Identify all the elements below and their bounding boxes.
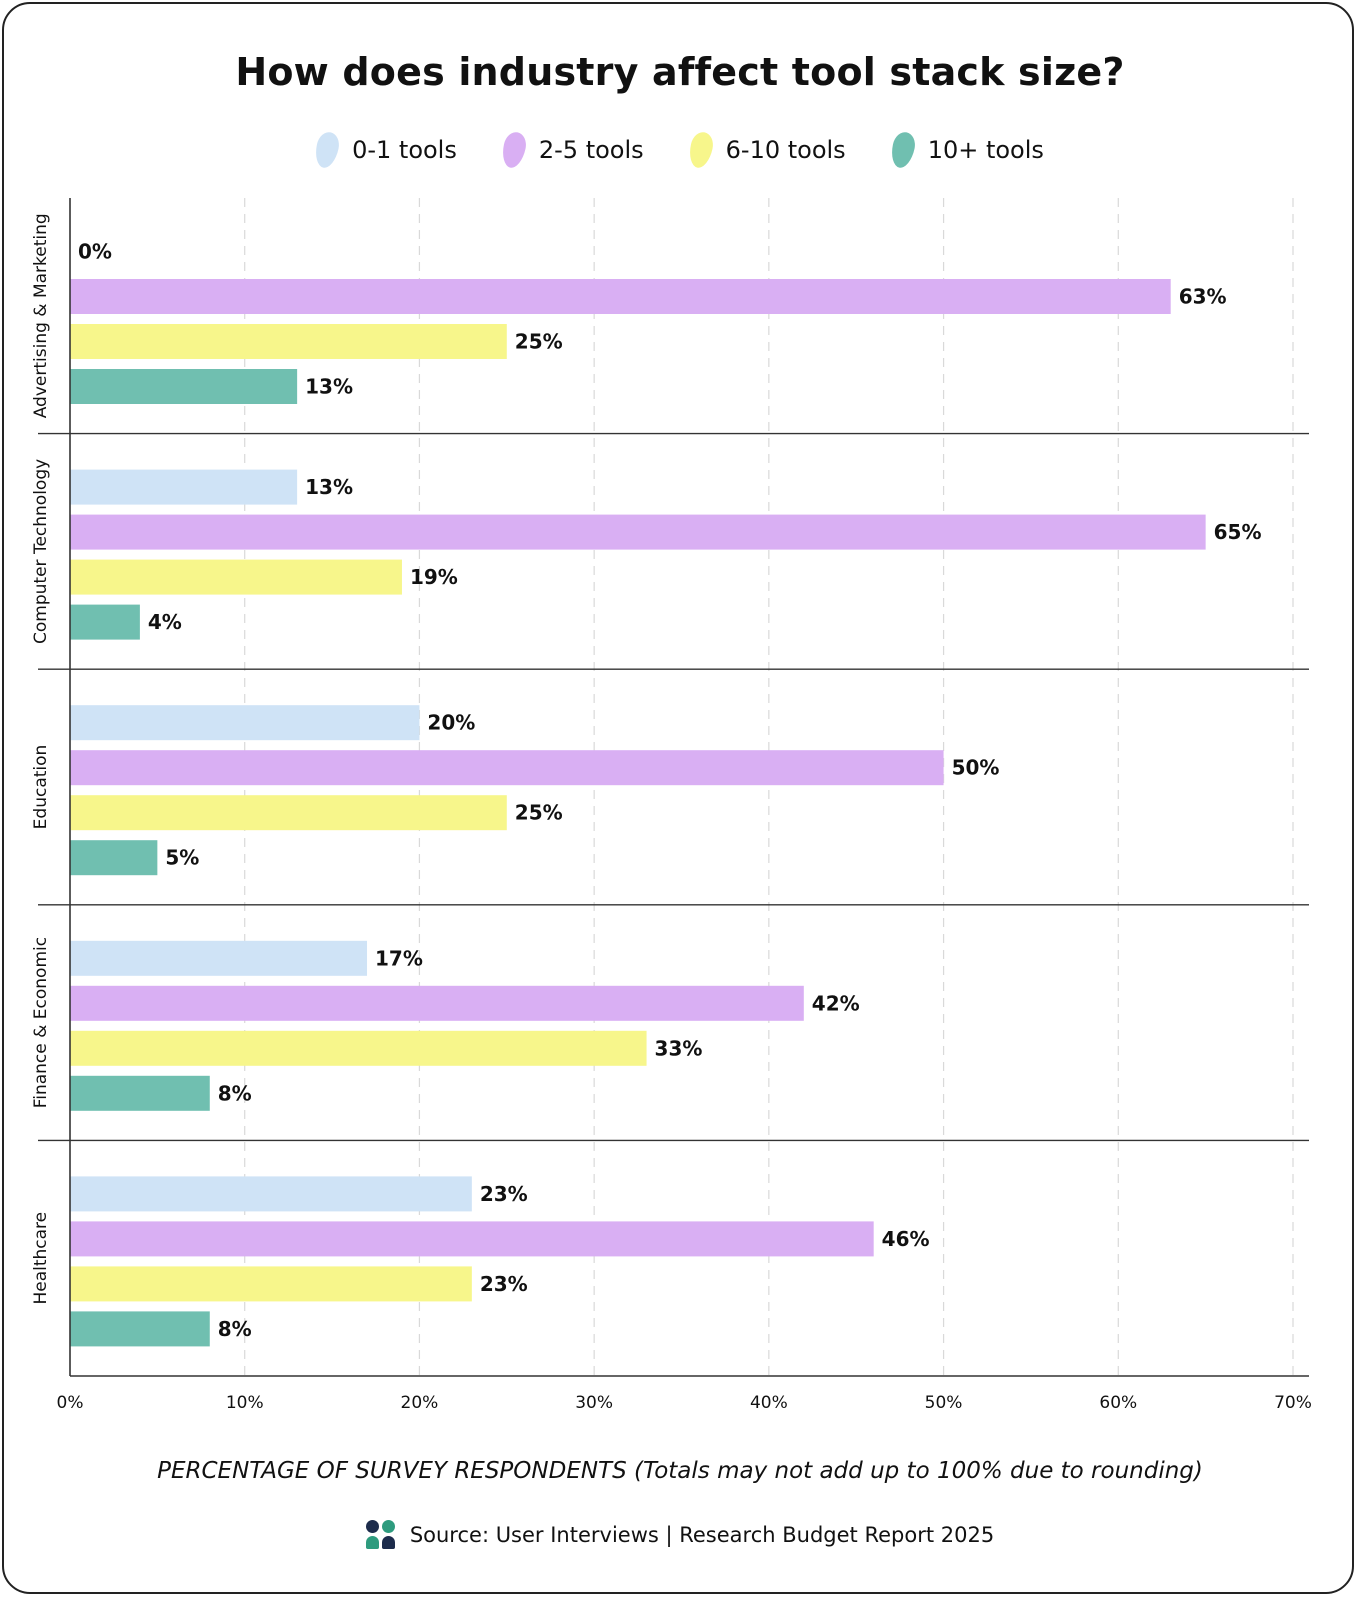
bar [70,279,1171,314]
bar-chart: 0% 63% 25% 13% Advertising & Marketing 13% 65%… [31,198,1312,1413]
data-label: 23% [480,1182,528,1206]
category-label: Computer Technology [31,459,51,644]
data-label: 25% [515,330,563,354]
data-label: 20% [427,711,475,735]
data-label: 33% [655,1036,703,1060]
bar [70,604,140,640]
legend-label: 2-5 tools [538,136,644,164]
chart-legend: 0-1 tools 2-5 tools 6-10 tools 10+ tools [0,130,1360,170]
bar [70,1266,472,1302]
bar [70,705,420,741]
data-label: 4% [148,610,182,634]
legend-item: 0-1 tools [312,130,457,170]
bar [70,469,298,505]
chart-title: How does industry affect tool stack size… [235,50,1125,94]
bar [70,559,402,595]
category-label: Education [31,745,51,830]
bar [70,1030,647,1066]
bar [70,1176,472,1212]
legend-item: 2-5 tools [499,130,644,170]
source-text: Source: User Interviews | Research Budge… [409,1523,995,1547]
x-axis-label-note: (Totals may not add up to 100% due to ro… [634,1458,1203,1484]
category-label: Advertising & Marketing [31,213,51,418]
legend-label: 6-10 tools [725,136,846,164]
legend-item: 6-10 tools [686,130,846,170]
data-label: 17% [375,946,423,970]
data-label: 25% [515,801,563,825]
data-label: 13% [305,475,353,499]
data-label: 5% [165,846,199,870]
bar [70,940,368,976]
data-label: 13% [305,375,353,399]
legend-item: 10+ tools [888,130,1044,170]
x-tick-label: 60% [1099,1393,1137,1413]
bar [70,1075,210,1111]
bar [70,795,507,831]
x-tick-label: 10% [226,1393,264,1413]
x-tick-label: 0% [57,1393,84,1413]
data-label: 50% [952,756,1000,780]
category-label: Healthcare [31,1212,51,1305]
x-tick-label: 40% [750,1393,788,1413]
x-tick-label: 30% [575,1393,613,1413]
data-label: 46% [882,1227,930,1251]
x-axis-label-main: PERCENTAGE OF SURVEY RESPONDENTS [157,1458,627,1484]
data-label: 63% [1179,285,1227,309]
x-tick-label: 50% [925,1393,963,1413]
x-tick-label: 20% [401,1393,439,1413]
source-line: Source: User Interviews | Research Budge… [0,1520,1360,1550]
bar [70,1221,874,1257]
user-interviews-logo-icon [365,1520,396,1550]
data-label: 23% [480,1272,528,1296]
bar [70,369,298,404]
bar [70,324,507,359]
bar [70,840,158,876]
bar [70,750,944,786]
x-axis-label: PERCENTAGE OF SURVEY RESPONDENTS (Totals… [0,1458,1360,1484]
legend-label: 10+ tools [927,136,1044,164]
bar [70,1311,210,1347]
legend-label: 0-1 tools [352,136,457,164]
data-label: 19% [410,565,458,589]
data-label: 8% [218,1317,252,1341]
data-label: 42% [812,991,860,1015]
data-label: 0% [78,240,112,264]
category-label: Finance & Economic [31,937,51,1108]
data-label: 65% [1214,520,1262,544]
bar [70,985,804,1021]
data-label: 8% [218,1081,252,1105]
x-tick-label: 70% [1274,1393,1312,1413]
bar [70,514,1206,550]
